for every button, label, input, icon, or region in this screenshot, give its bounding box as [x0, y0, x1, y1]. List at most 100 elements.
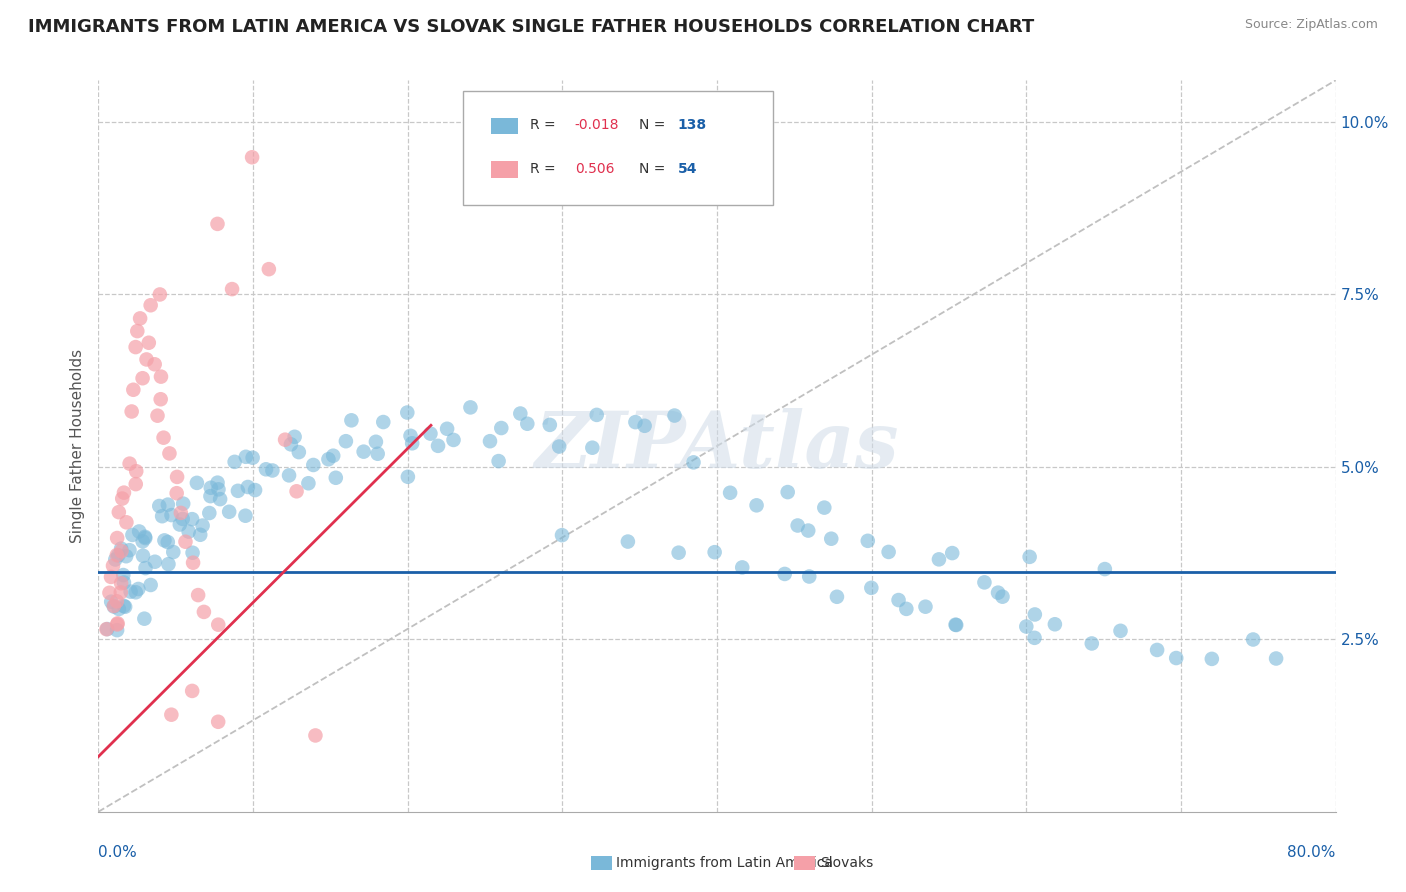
- Point: [427, 439, 450, 453]
- Point: [745, 499, 768, 513]
- Point: [396, 405, 419, 419]
- Point: [134, 530, 156, 544]
- Point: [581, 441, 603, 455]
- Point: [221, 282, 243, 296]
- Point: [129, 311, 152, 326]
- Point: [156, 535, 179, 549]
- Text: Immigrants from Latin America: Immigrants from Latin America: [616, 856, 832, 870]
- Point: [340, 413, 363, 427]
- Text: 0.0%: 0.0%: [98, 845, 138, 860]
- Point: [1081, 636, 1104, 650]
- Point: [115, 516, 138, 530]
- Point: [207, 714, 229, 729]
- Point: [367, 447, 389, 461]
- Point: [124, 340, 146, 354]
- Point: [773, 566, 796, 581]
- Point: [941, 546, 963, 560]
- Point: [364, 434, 387, 449]
- Point: [731, 560, 754, 574]
- Point: [187, 588, 209, 602]
- Point: [373, 415, 395, 429]
- Point: [209, 492, 232, 507]
- Point: [987, 585, 1010, 599]
- Point: [153, 533, 176, 548]
- Point: [181, 546, 204, 560]
- Point: [191, 518, 214, 533]
- Point: [110, 541, 132, 556]
- Text: 80.0%: 80.0%: [1288, 845, 1336, 860]
- Point: [304, 728, 326, 742]
- Point: [146, 409, 169, 423]
- Point: [896, 602, 918, 616]
- Point: [825, 590, 848, 604]
- Point: [799, 569, 821, 583]
- Point: [100, 595, 122, 609]
- Text: IMMIGRANTS FROM LATIN AMERICA VS SLOVAK SINGLE FATHER HOUSEHOLDS CORRELATION CHA: IMMIGRANTS FROM LATIN AMERICA VS SLOVAK …: [28, 18, 1035, 36]
- Point: [181, 684, 204, 698]
- Point: [162, 545, 184, 559]
- Point: [101, 558, 124, 573]
- Point: [718, 485, 741, 500]
- Point: [280, 437, 302, 451]
- Point: [813, 500, 835, 515]
- Text: N =: N =: [640, 118, 669, 132]
- FancyBboxPatch shape: [464, 91, 773, 204]
- Point: [166, 486, 188, 500]
- Point: [127, 582, 149, 596]
- Point: [396, 470, 419, 484]
- Point: [516, 417, 538, 431]
- Point: [207, 475, 229, 490]
- Point: [111, 491, 134, 506]
- Point: [132, 549, 155, 563]
- Point: [104, 552, 127, 566]
- Point: [110, 544, 132, 558]
- Point: [127, 324, 149, 338]
- Point: [1265, 651, 1288, 665]
- Point: [105, 594, 128, 608]
- Point: [152, 431, 174, 445]
- Point: [776, 485, 799, 500]
- Bar: [491, 118, 517, 134]
- Point: [200, 489, 222, 503]
- Point: [96, 622, 118, 636]
- Point: [1024, 607, 1046, 622]
- Point: [668, 546, 690, 560]
- Point: [131, 534, 153, 549]
- Point: [443, 433, 465, 447]
- Point: [856, 533, 879, 548]
- Point: [278, 468, 301, 483]
- Point: [973, 575, 995, 590]
- Point: [118, 543, 141, 558]
- Point: [617, 534, 640, 549]
- Point: [786, 518, 808, 533]
- Point: [134, 561, 156, 575]
- Point: [254, 462, 277, 476]
- Point: [460, 401, 482, 415]
- Point: [181, 512, 204, 526]
- Point: [200, 481, 222, 495]
- Point: [186, 475, 208, 490]
- Y-axis label: Single Father Households: Single Father Households: [69, 349, 84, 543]
- Point: [107, 549, 129, 563]
- Point: [242, 450, 264, 465]
- Point: [134, 612, 156, 626]
- Point: [703, 545, 725, 559]
- Point: [257, 262, 280, 277]
- Point: [105, 617, 128, 632]
- Point: [1094, 562, 1116, 576]
- Point: [548, 440, 571, 454]
- Point: [121, 404, 143, 418]
- Point: [682, 455, 704, 469]
- Point: [945, 618, 967, 632]
- Point: [297, 476, 319, 491]
- Point: [207, 617, 229, 632]
- Point: [188, 528, 211, 542]
- Point: [122, 383, 145, 397]
- Text: 138: 138: [678, 118, 707, 132]
- Point: [325, 471, 347, 485]
- Point: [174, 534, 197, 549]
- Point: [143, 555, 166, 569]
- Point: [169, 517, 191, 532]
- Point: [288, 445, 311, 459]
- Point: [100, 570, 122, 584]
